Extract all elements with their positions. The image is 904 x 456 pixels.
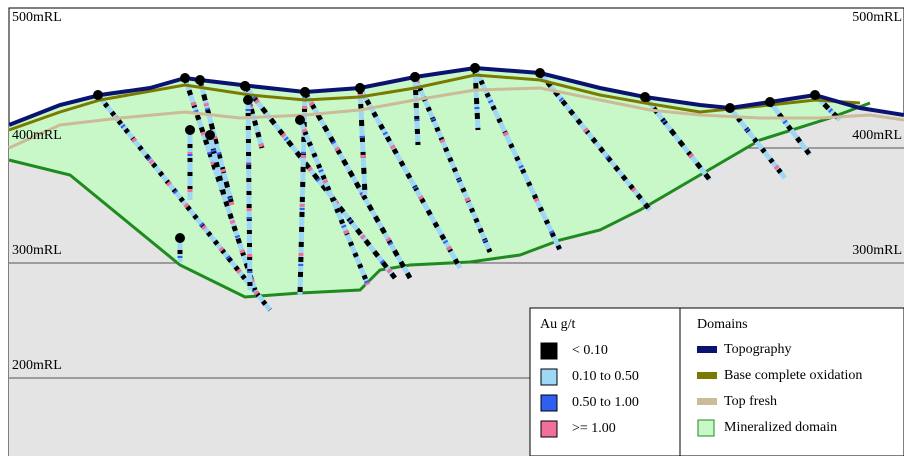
collar [470, 63, 480, 73]
legend-label: < 0.10 [572, 343, 608, 358]
collar [810, 90, 820, 100]
legend-swatch [540, 420, 558, 438]
drillhole-assay [197, 79, 235, 206]
collar [640, 92, 650, 102]
level-label: 300mRL [12, 243, 62, 258]
drillhole-assay [302, 90, 413, 280]
drillhole-assay [768, 100, 812, 157]
collar [93, 90, 103, 100]
legend-box [679, 307, 904, 456]
domain-boundary [8, 101, 871, 299]
collar [355, 83, 365, 93]
collar [243, 95, 253, 105]
legend-label: Base complete oxidation [724, 368, 862, 383]
level-label: 400mRL [852, 128, 902, 143]
legend-title: Domains [697, 317, 748, 332]
legend-label: 0.10 to 0.50 [572, 369, 639, 384]
collar [410, 72, 420, 82]
level-label: 400mRL [12, 128, 62, 143]
legend-swatch [540, 368, 558, 386]
mineralized-domain [9, 68, 870, 297]
drillhole-assay [472, 67, 481, 131]
collar [205, 130, 215, 140]
collar [725, 103, 735, 113]
legend-label: Top fresh [724, 394, 777, 409]
legend-swatch [697, 372, 717, 379]
collar [535, 68, 545, 78]
collar [300, 87, 310, 97]
collar [295, 115, 305, 125]
legend-swatch [697, 419, 715, 437]
level-label: 300mRL [852, 243, 902, 258]
collar [185, 125, 195, 135]
collar [195, 75, 205, 85]
level-label: 500mRL [12, 10, 62, 25]
legend-label: 0.50 to 1.00 [572, 395, 639, 410]
drillhole-assay [728, 106, 787, 180]
legend-swatch [697, 346, 717, 353]
drillhole-assay [96, 93, 272, 312]
drillhole-assay [245, 99, 253, 291]
collar [180, 73, 190, 83]
legend-swatch [697, 398, 717, 405]
legend-swatch [540, 394, 558, 412]
legend-label: >= 1.00 [572, 421, 616, 436]
legend-label: Topography [724, 342, 791, 357]
legend-title: Au g/t [540, 317, 576, 332]
collar [175, 233, 185, 243]
top-fresh [8, 86, 904, 150]
level-label: 500mRL [852, 10, 902, 25]
drillhole [297, 119, 371, 286]
drillhole [207, 134, 228, 201]
drillhole-assay [472, 66, 563, 252]
collar [765, 97, 775, 107]
drillhole-assay [357, 86, 463, 270]
level-label: 200mRL [12, 358, 62, 373]
drillhole-assay [538, 71, 652, 212]
drillhole-assay [728, 106, 787, 180]
legend: Au g/t Domains < 0.10 0.10 to 0.50 0.50 to… [529, 307, 904, 456]
drillhole-assay [182, 77, 258, 291]
legend-label: Mineralized domain [724, 420, 837, 435]
collar [240, 81, 250, 91]
drillhole-assay [357, 87, 368, 196]
drillhole [412, 76, 493, 253]
legend-swatch [540, 342, 558, 360]
drillhole-assay [412, 76, 421, 146]
topography [8, 65, 904, 127]
